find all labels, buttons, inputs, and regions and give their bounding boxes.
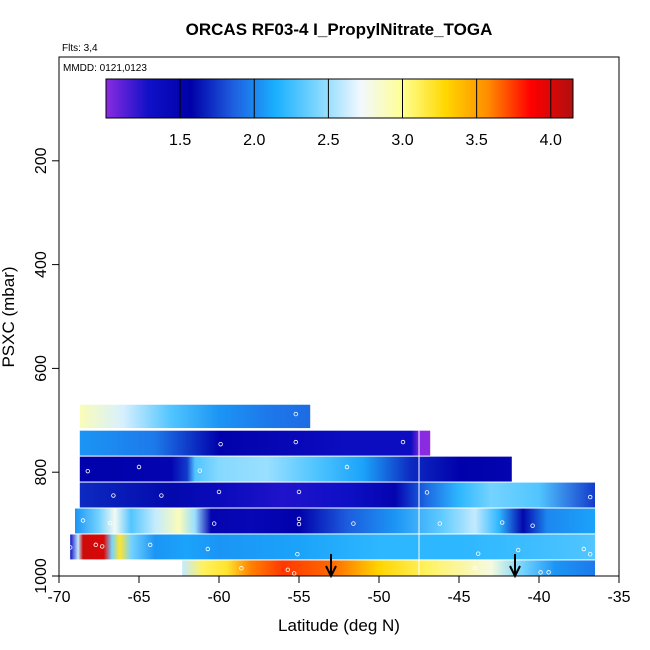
x-tick-label: -60: [207, 589, 230, 606]
x-axis: -70 -65 -60 -55 -50 -45 -40 -35: [47, 575, 631, 606]
sample-point: [437, 521, 442, 526]
sample-point: [107, 520, 113, 526]
sample-point: [588, 552, 593, 557]
heatmap-band: [70, 534, 595, 560]
sample-point: [344, 464, 350, 470]
sample-point: [285, 567, 290, 572]
heatmap-band: [182, 560, 595, 576]
colorbar-tick-label: 3.5: [466, 132, 488, 149]
sample-point: [239, 566, 244, 571]
sample-point: [216, 489, 222, 495]
sample-point: [400, 439, 406, 445]
sample-point: [500, 520, 505, 525]
y-tick-label: 600: [33, 355, 50, 382]
sample-point: [159, 493, 164, 498]
sample-point: [295, 552, 300, 557]
sample-point: [205, 546, 210, 552]
x-tick-label: -40: [527, 589, 550, 606]
sample-point: [581, 546, 586, 552]
heatmap-band: [79, 430, 431, 456]
sample-point: [538, 570, 543, 575]
sample-point: [472, 566, 478, 571]
sample-point: [588, 494, 593, 500]
x-tick-label: -35: [607, 589, 630, 606]
colorbar-tick-label: 1.5: [169, 132, 191, 149]
x-tick-label: -45: [447, 589, 470, 606]
heatmap-band: [75, 508, 595, 534]
chart-title: ORCAS RF03-4 I_PropylNitrate_TOGA: [186, 20, 493, 39]
sample-point: [293, 411, 298, 417]
sample-point: [99, 544, 105, 549]
colorbar-tick-label: 3.0: [391, 132, 413, 149]
heatmap-bands: [70, 404, 596, 576]
x-tick-label: -65: [127, 589, 150, 606]
sample-point: [85, 468, 90, 474]
sample-point: [218, 441, 223, 447]
sample-point: [546, 570, 551, 575]
sample-point: [424, 490, 430, 495]
flights-label: Flts: 3,4: [62, 43, 98, 54]
sample-point: [530, 523, 535, 528]
sample-point: [351, 521, 356, 526]
y-tick-label: 200: [33, 147, 50, 174]
sample-point: [147, 542, 153, 548]
y-tick-label: 400: [33, 251, 50, 278]
sample-point: [111, 493, 116, 498]
sample-point: [93, 542, 98, 548]
sample-point: [296, 516, 302, 522]
sample-point: [476, 551, 481, 556]
dates-label: MMDD: 0121,0123: [63, 63, 147, 74]
y-tick-label: 1000: [33, 558, 50, 594]
sample-point: [293, 439, 298, 445]
sample-points: [67, 411, 593, 576]
x-tick-label: -55: [287, 589, 310, 606]
heatmap-band: [79, 456, 512, 482]
colorbar-tick-label: 4.0: [540, 132, 562, 149]
sample-point: [296, 489, 302, 495]
y-axis: 200 400 600 800 1000: [33, 147, 60, 594]
sample-point: [197, 468, 202, 473]
heatmap-band: [79, 404, 311, 429]
x-tick-label: -50: [367, 589, 390, 606]
y-axis-label: PSXC (mbar): [0, 266, 18, 367]
x-tick-label: -70: [47, 589, 70, 606]
sample-point: [211, 521, 217, 526]
colorbar-tick-label: 2.0: [243, 132, 265, 149]
y-tick-label: 800: [33, 459, 50, 486]
colorbar-gradient: [105, 78, 574, 119]
sample-point: [80, 518, 86, 523]
sample-point: [296, 521, 302, 527]
x-axis-label: Latitude (deg N): [278, 616, 400, 635]
heatmap-band: [79, 482, 596, 508]
sample-point: [67, 545, 73, 550]
colorbar-tick-label: 2.5: [317, 132, 339, 149]
sample-point: [516, 547, 521, 553]
sample-point: [136, 464, 142, 470]
colorbar: 1.5 2.0 2.5 3.0 3.5 4.0: [105, 78, 574, 149]
sample-point: [292, 571, 297, 576]
